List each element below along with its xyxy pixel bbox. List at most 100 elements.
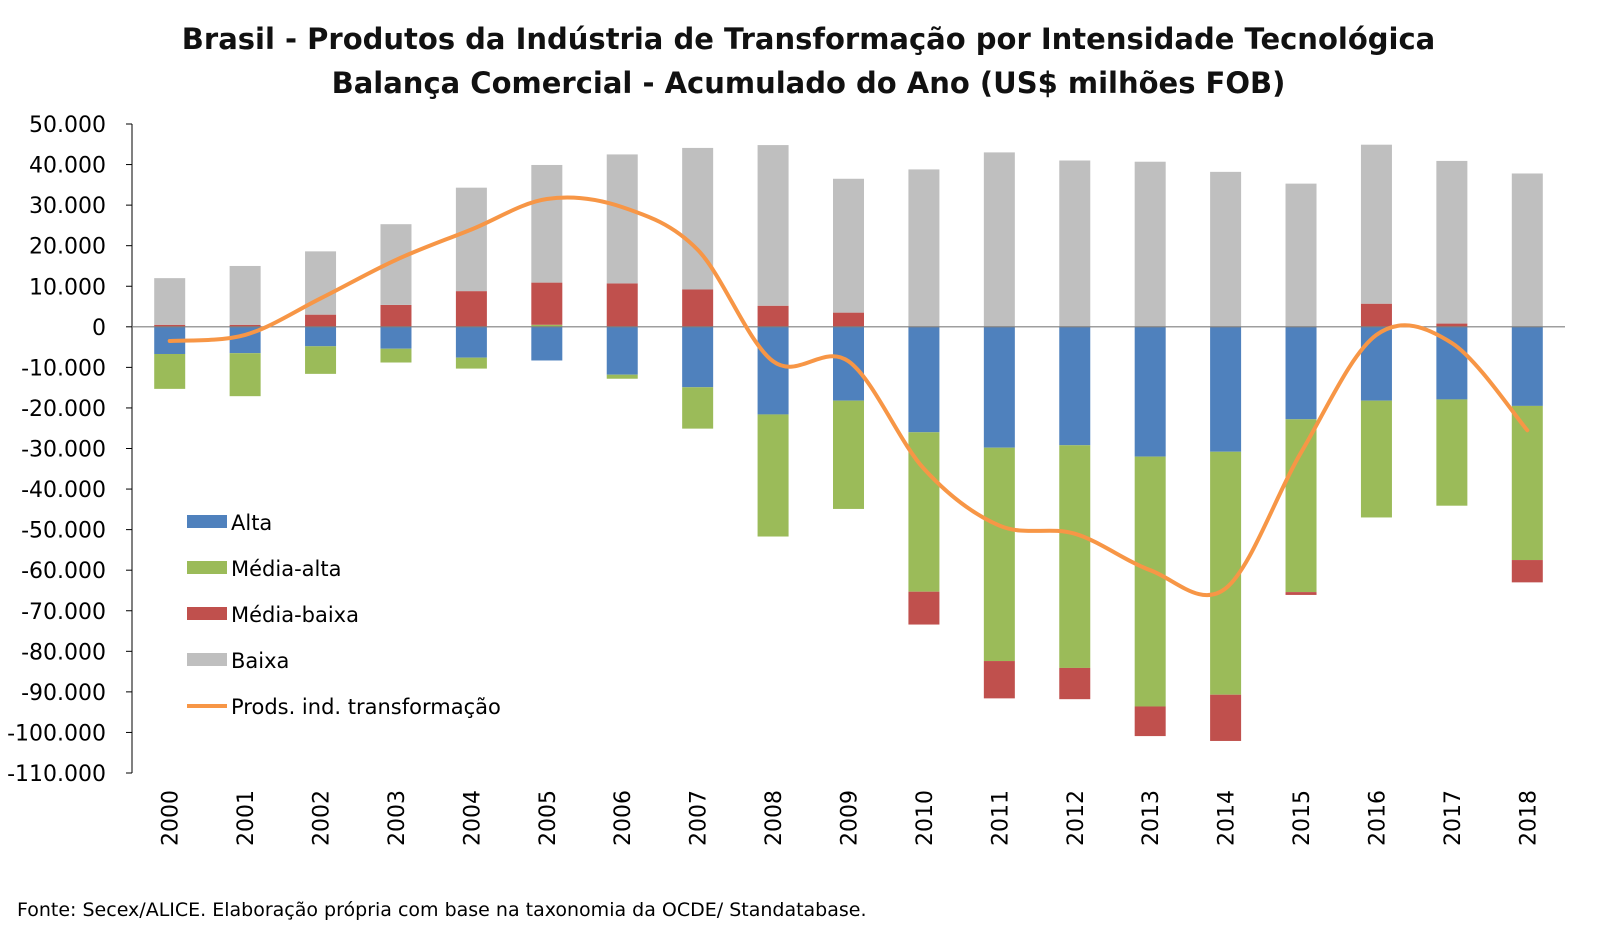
bar-m-dia-alta-2011 (983, 447, 1015, 662)
bar-m-dia-alta-2005 (531, 324, 563, 327)
bar-alta-2008 (757, 326, 789, 415)
bar-alta-2006 (606, 326, 638, 375)
x-tick-label: 2011 (988, 790, 1013, 846)
bar-baixa-2004 (455, 187, 487, 292)
bar-baixa-2010 (908, 169, 940, 327)
x-tick-label: 2002 (310, 790, 335, 846)
bar-alta-2011 (983, 326, 1015, 448)
x-tick-label: 2015 (1290, 790, 1315, 846)
bar-m-dia-baixa-2010 (908, 591, 940, 625)
bar-alta-2007 (682, 326, 714, 388)
bar-m-dia-baixa-2006 (606, 283, 638, 327)
x-tick-label: 2018 (1516, 790, 1541, 846)
bar-alta-2004 (455, 326, 487, 358)
bar-m-dia-alta-2001 (229, 353, 261, 397)
legend-swatch-m-dia-alta (187, 561, 227, 574)
x-tick-label: 2006 (611, 790, 636, 846)
x-tick-label: 2007 (687, 790, 712, 846)
bar-baixa-2011 (983, 152, 1015, 327)
bar-alta-2013 (1134, 326, 1166, 457)
x-axis: 2000 2001 2002 2003 2004 2005 2006 2007 2008 2009… (159, 790, 1542, 846)
bar-m-dia-baixa-2003 (380, 304, 412, 327)
bar-m-dia-alta-2013 (1134, 456, 1166, 707)
bar-m-dia-baixa-2000 (154, 324, 186, 327)
bar-m-dia-alta-2002 (305, 346, 337, 374)
bar-m-dia-baixa-2014 (1210, 694, 1242, 741)
bar-baixa-2008 (757, 145, 789, 306)
legend-label-m-dia-baixa: Média-baixa (231, 603, 359, 627)
bar-m-dia-baixa-2017 (1436, 323, 1468, 327)
y-tick-label: -50.000 (21, 519, 106, 544)
bar-m-dia-baixa-2018 (1511, 560, 1543, 583)
y-tick-label: 40.000 (29, 154, 106, 179)
y-tick-label: -10.000 (21, 356, 106, 381)
bar-baixa-2007 (682, 147, 714, 290)
y-tick-label: -110.000 (7, 762, 106, 787)
bar-alta-2018 (1511, 326, 1543, 406)
y-tick-label: -20.000 (21, 397, 106, 422)
legend-label-alta: Alta (231, 511, 272, 535)
x-tick-label: 2013 (1139, 790, 1164, 846)
bar-alta-2010 (908, 326, 940, 433)
source-note: Fonte: Secex/ALICE. Elaboração própria c… (17, 899, 867, 921)
bar-m-dia-baixa-2007 (682, 289, 714, 327)
bar-m-dia-alta-2015 (1285, 419, 1317, 593)
bar-baixa-2014 (1210, 171, 1242, 327)
bar-m-dia-alta-2009 (833, 400, 864, 509)
y-tick-label: 50.000 (29, 113, 106, 138)
bar-m-dia-baixa-2016 (1360, 303, 1392, 327)
bar-alta-2014 (1210, 326, 1242, 452)
x-tick-label: 2001 (234, 790, 259, 846)
legend-label-baixa: Baixa (231, 649, 289, 673)
bar-alta-2012 (1059, 326, 1091, 446)
bar-baixa-2015 (1285, 183, 1317, 327)
bar-m-dia-baixa-2012 (1059, 667, 1091, 700)
y-axis: 50.000 40.000 30.000 20.000 10.000 0 -10.000 -2… (7, 113, 133, 787)
x-tick-label: 2017 (1441, 790, 1466, 846)
bar-m-dia-baixa-2008 (757, 305, 789, 327)
y-tick-label: 0 (92, 316, 106, 341)
x-tick-label: 2016 (1365, 790, 1390, 846)
y-tick-label: -30.000 (21, 438, 106, 463)
legend: Alta Média-alta Média-baixa Baixa Prods. ind… (187, 511, 501, 719)
legend-swatch-m-dia-baixa (187, 607, 227, 620)
bar-alta-2005 (531, 326, 563, 361)
bar-baixa-2012 (1059, 160, 1091, 327)
bar-m-dia-baixa-2013 (1134, 706, 1166, 737)
bar-m-dia-alta-2003 (380, 348, 412, 363)
bar-baixa-2017 (1436, 160, 1468, 324)
bar-m-dia-alta-2012 (1059, 445, 1091, 668)
bars-group (154, 144, 1543, 741)
y-tick-label: -70.000 (21, 600, 106, 625)
x-tick-label: 2010 (913, 790, 938, 846)
y-tick-label: -90.000 (21, 681, 106, 706)
bar-m-dia-alta-2000 (154, 353, 186, 389)
bar-m-dia-baixa-2004 (455, 291, 487, 327)
bar-m-dia-baixa-2005 (531, 282, 563, 325)
total-line-group (167, 195, 1530, 597)
bar-m-dia-alta-2006 (606, 374, 638, 379)
bar-baixa-2006 (606, 154, 638, 284)
bar-m-dia-baixa-2015 (1285, 592, 1317, 595)
x-tick-label: 2003 (385, 790, 410, 846)
y-tick-label: -80.000 (21, 640, 106, 665)
bar-m-dia-baixa-2009 (833, 312, 864, 327)
y-tick-label: 10.000 (29, 275, 106, 300)
legend-label-m-dia-alta: Média-alta (231, 557, 341, 581)
bar-baixa-2018 (1511, 173, 1543, 327)
y-tick-label: -100.000 (7, 721, 106, 746)
bar-alta-2003 (380, 326, 412, 349)
bar-alta-2015 (1285, 326, 1317, 420)
x-tick-label: 2000 (159, 790, 184, 846)
legend-swatch-baixa (187, 653, 227, 666)
bar-baixa-2000 (154, 278, 186, 325)
chart-title-line-1: Brasil - Produtos da Indústria de Transf… (181, 22, 1436, 56)
bar-baixa-2001 (229, 265, 261, 325)
y-tick-label: -40.000 (21, 478, 106, 503)
x-tick-label: 2005 (536, 790, 561, 846)
bar-m-dia-alta-2007 (682, 387, 714, 429)
series-line-prods-ind-transformacao (167, 195, 1530, 597)
bar-m-dia-baixa-2011 (983, 661, 1015, 699)
bar-m-dia-alta-2017 (1436, 399, 1468, 506)
bar-alta-2016 (1360, 326, 1392, 401)
